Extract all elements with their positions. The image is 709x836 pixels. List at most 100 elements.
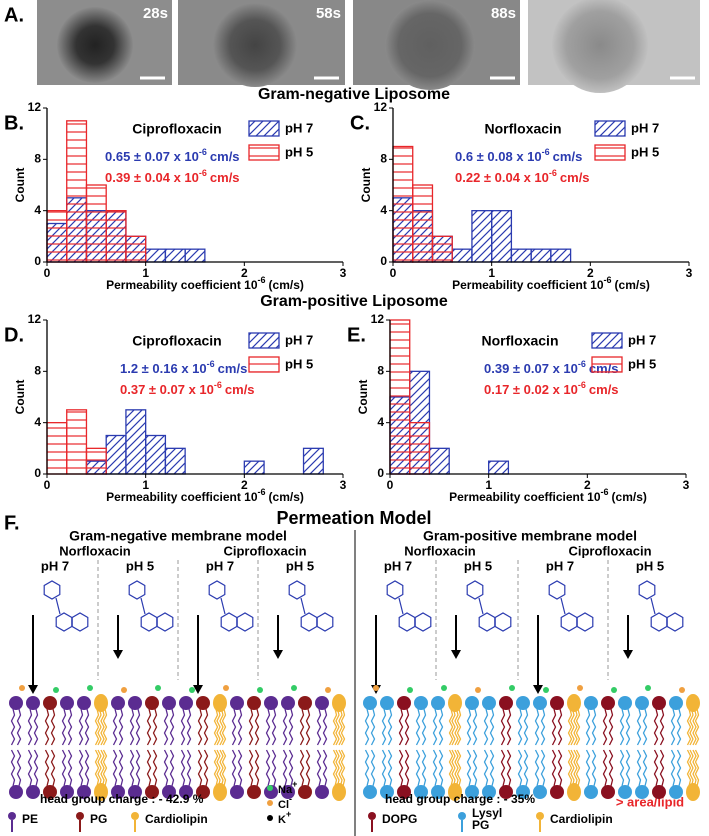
lipid-tail <box>61 749 67 787</box>
bar <box>66 409 88 475</box>
lipid-tail <box>466 708 472 746</box>
liposome <box>213 3 297 87</box>
lipid-tail <box>305 749 311 787</box>
charge: head group charge : - 42.9 % <box>40 792 204 806</box>
lipid-head <box>397 696 411 710</box>
lipid-head <box>43 785 57 799</box>
y-axis-label: Count <box>13 380 27 415</box>
x-axis-label-after: (cm/s) <box>269 490 304 504</box>
lipid-label: Cardiolipin <box>550 812 613 826</box>
lipid-label: PG <box>472 818 489 832</box>
lipid-tail <box>421 749 427 787</box>
lipid-head <box>465 785 479 799</box>
annotation-sup: -6 <box>199 147 207 157</box>
x-tick-label: 2 <box>587 266 594 280</box>
lipid-tail <box>694 708 700 746</box>
lipid-tail <box>454 749 459 787</box>
lipid-tail <box>33 708 39 746</box>
molecule <box>466 580 512 632</box>
lipid-tail <box>573 749 578 787</box>
legend-swatch <box>591 356 623 373</box>
bar <box>510 248 532 263</box>
lipid-tail <box>112 749 118 787</box>
lipid-tail <box>271 708 277 746</box>
lipid-tail <box>364 708 370 746</box>
bar <box>85 447 107 475</box>
ph-label: pH 5 <box>464 558 492 573</box>
lipid-tail <box>573 708 578 746</box>
lipid-tail <box>636 708 642 746</box>
legend-lipid <box>368 812 376 820</box>
y-tick-label: 12 <box>28 312 42 326</box>
ion <box>577 685 583 691</box>
lipid-tail <box>338 749 343 787</box>
lipid-tail <box>322 749 328 787</box>
lipid-tail <box>254 708 260 746</box>
lipid-tail <box>305 708 311 746</box>
molecule <box>43 580 89 632</box>
lipid-tail <box>608 749 614 787</box>
ion-label-sup: + <box>292 779 297 789</box>
lipid-head <box>77 696 91 710</box>
lipid-head <box>332 783 346 801</box>
annotation-after: cm/s <box>560 170 590 185</box>
side-title: Gram-positive membrane model <box>423 528 637 544</box>
lipid-head <box>669 696 683 710</box>
lipid-tail <box>33 749 39 787</box>
lipid-tail <box>84 708 90 746</box>
arrowhead <box>451 650 461 659</box>
lipid-tail <box>97 708 102 746</box>
lipid-tail <box>506 749 512 787</box>
lipid-tail <box>186 749 192 787</box>
lipid-head <box>431 696 445 710</box>
legend-lipid <box>536 812 544 820</box>
lipid-tail <box>237 708 243 746</box>
annotation-sup: -6 <box>214 380 222 390</box>
ion <box>679 687 685 693</box>
lipid-tail <box>454 708 459 746</box>
x-axis-label-text: Permeability coefficient 10 <box>106 278 258 292</box>
ion-label-text: Cl <box>278 799 289 811</box>
annotation: 0.37 ± 0.07 x 10-6 cm/s <box>120 380 255 397</box>
lipid-tail <box>288 749 294 787</box>
lipid-tail <box>221 749 227 787</box>
legend-label: pH 7 <box>628 332 656 347</box>
molecule <box>128 580 174 632</box>
legend-swatch <box>248 120 280 137</box>
lipid-head <box>465 696 479 710</box>
ion-label: K+ <box>278 809 291 826</box>
lipid-tail <box>591 749 597 787</box>
lipid-head <box>618 785 632 799</box>
lipid-head <box>533 696 547 710</box>
lipid-tail <box>602 749 608 787</box>
lipid-head <box>281 785 295 799</box>
y-tick-label: 4 <box>377 415 384 429</box>
x-axis-label-after: (cm/s) <box>615 278 650 292</box>
ion <box>189 687 195 693</box>
lipid-head <box>618 696 632 710</box>
legend-label: pH 5 <box>285 356 313 371</box>
lipid-head <box>94 694 108 712</box>
bar <box>85 184 107 263</box>
annotation-after: cm/s <box>210 149 240 164</box>
bar <box>389 319 411 475</box>
annotation-text: 0.37 ± 0.07 x 10 <box>120 382 214 397</box>
legend-lipid <box>458 812 466 820</box>
micrographs <box>37 0 700 93</box>
lipid-head <box>448 783 462 801</box>
ion-key <box>267 815 273 821</box>
x-tick-label: 2 <box>241 266 248 280</box>
lipid-tail <box>231 749 237 787</box>
lipid-head <box>230 785 244 799</box>
y-axis-label: Count <box>13 168 27 203</box>
lipid-head <box>315 785 329 799</box>
lipid-tail <box>421 708 427 746</box>
lipid-head <box>482 696 496 710</box>
lipid-head <box>196 696 210 710</box>
x-axis-label-sup: -6 <box>258 487 266 497</box>
legend-swatch <box>591 332 623 349</box>
lipid-tail <box>146 749 152 787</box>
lipid-tail <box>50 749 56 787</box>
lipid-tail <box>381 749 387 787</box>
